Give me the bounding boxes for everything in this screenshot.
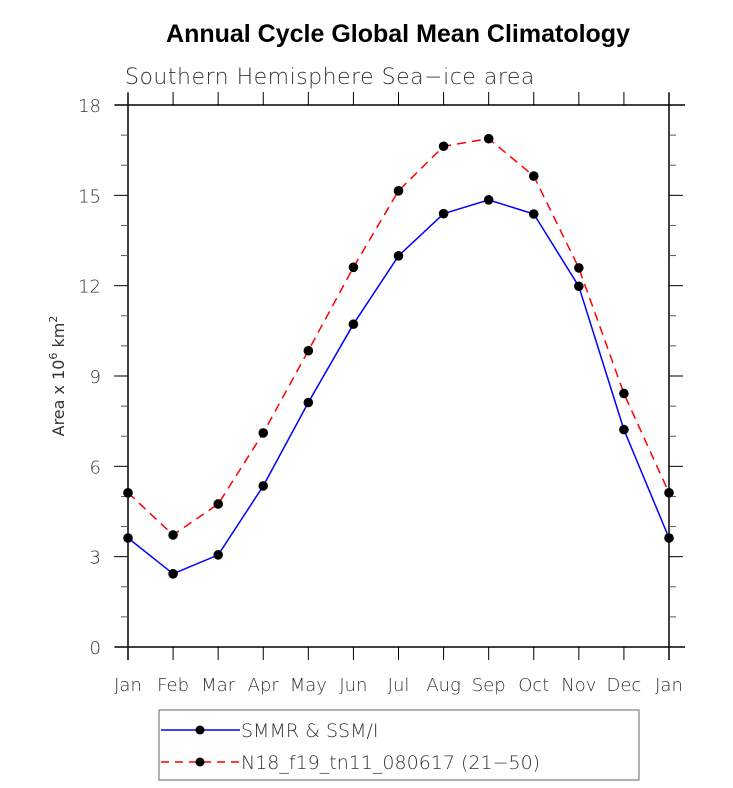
x-tick-label: Jul xyxy=(388,675,410,696)
data-point-series-1 xyxy=(438,208,449,219)
data-point-series-2 xyxy=(213,499,223,509)
data-point-series-1 xyxy=(213,550,223,560)
data-point-series-1 xyxy=(619,424,629,435)
legend-label-series-2: N18_f19_tn11_080617 (21−50) xyxy=(241,752,540,774)
data-point-series-1 xyxy=(664,533,674,543)
data-point-series-1 xyxy=(258,481,269,491)
y-axis-label-unit: km xyxy=(49,323,68,353)
y-tick-label: 18 xyxy=(78,96,101,117)
data-point-series-2 xyxy=(528,171,539,181)
data-point-series-1 xyxy=(168,569,178,579)
legend-marker-series-1 xyxy=(195,725,205,735)
series-line-2 xyxy=(127,137,670,536)
y-tick-label: 6 xyxy=(90,457,101,478)
y-tick-label: 0 xyxy=(90,638,101,659)
x-tick-label: Aug xyxy=(426,675,461,696)
x-tick-label: Sep xyxy=(472,675,506,696)
y-tick-label: 15 xyxy=(78,186,101,207)
data-point-series-2 xyxy=(303,345,314,356)
series-layer xyxy=(123,133,674,579)
data-point-series-2 xyxy=(258,428,269,438)
x-tick-label: Oct xyxy=(518,675,549,696)
y-tick-label: 12 xyxy=(78,277,101,298)
legend-box xyxy=(158,709,640,781)
data-point-series-2 xyxy=(619,388,629,399)
data-point-series-2 xyxy=(348,262,359,273)
svg-text:Area x 106 km2: Area x 106 km2 xyxy=(47,316,68,437)
x-tick-label: May xyxy=(290,675,327,696)
legend: SMMR & SSM/I N18_f19_tn11_080617 (21−50) xyxy=(158,709,640,781)
data-point-series-1 xyxy=(483,195,494,205)
y-axis-label-text: Area x 10 xyxy=(49,360,68,437)
data-point-series-2 xyxy=(483,133,494,144)
data-point-series-1 xyxy=(393,251,404,261)
legend-marker-series-2 xyxy=(195,757,205,767)
data-point-series-2 xyxy=(438,141,449,152)
x-tick-label: Jun xyxy=(339,675,367,696)
data-point-series-2 xyxy=(664,488,674,498)
x-tick-label: Jan xyxy=(655,675,683,696)
data-point-series-1 xyxy=(574,281,584,292)
y-tick-label: 9 xyxy=(90,367,101,388)
x-tick-label: Apr xyxy=(248,675,280,696)
y-axis-label: Area x 106 km2 xyxy=(47,316,68,437)
chart-subtitle: Southern Hemisphere Sea−ice area xyxy=(125,65,535,90)
data-point-series-1 xyxy=(528,209,539,219)
y-tick-label: 3 xyxy=(90,548,101,569)
data-point-series-2 xyxy=(393,186,404,196)
data-point-series-2 xyxy=(574,263,584,273)
x-tick-label: Dec xyxy=(606,675,641,696)
chart-title: Annual Cycle Global Mean Climatology xyxy=(166,20,630,48)
data-point-series-1 xyxy=(348,319,359,330)
x-tick-label: Jan xyxy=(114,675,142,696)
y-axis-label-exp: 6 xyxy=(47,353,60,360)
data-point-series-1 xyxy=(303,397,314,408)
data-point-series-2 xyxy=(168,530,178,540)
x-tick-label: Nov xyxy=(561,675,596,696)
axes: Jan Feb Mar Apr May Jun Jul Aug Sep Oct Nov Dec Jan 0… xyxy=(78,92,685,696)
legend-label-series-1: SMMR & SSM/I xyxy=(241,720,378,742)
data-point-series-2 xyxy=(123,488,133,498)
y-axis-label-unit-exp: 2 xyxy=(47,316,60,323)
x-tick-label: Feb xyxy=(157,675,189,696)
data-point-series-1 xyxy=(123,533,133,543)
x-tick-label: Mar xyxy=(201,675,236,696)
